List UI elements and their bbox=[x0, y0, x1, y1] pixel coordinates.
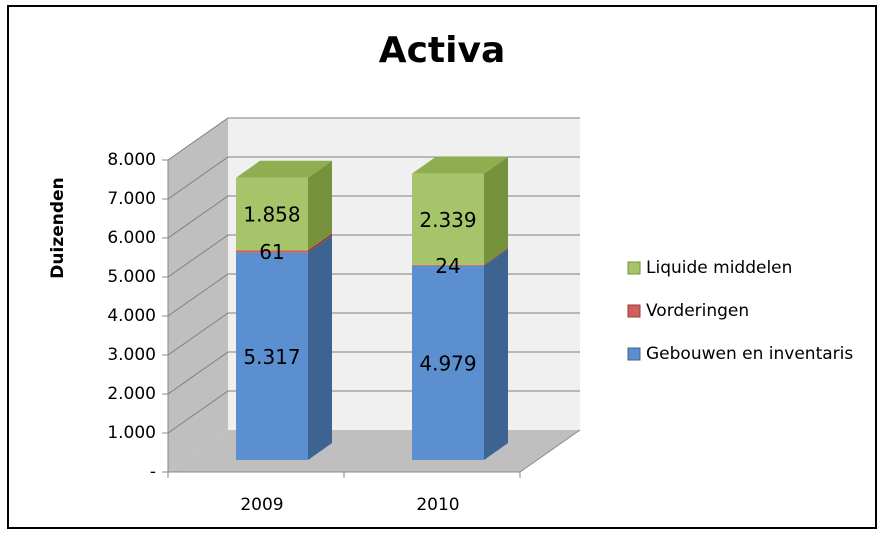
y-tick-label: 7.000 bbox=[107, 189, 156, 209]
x-tick-label: 2009 bbox=[240, 495, 283, 515]
bar-segment bbox=[412, 264, 484, 266]
value-label: 61 bbox=[259, 240, 284, 264]
grid-line bbox=[167, 117, 580, 161]
bar-side bbox=[308, 233, 332, 253]
bar-side bbox=[308, 160, 332, 251]
legend-label: Gebouwen en inventaris bbox=[646, 344, 853, 364]
value-label: 2.339 bbox=[419, 208, 476, 232]
legend-label: Vorderingen bbox=[646, 301, 749, 321]
bar-segment bbox=[236, 252, 308, 460]
floor-edge bbox=[519, 429, 581, 473]
bar-segment bbox=[412, 265, 484, 460]
bar-segment bbox=[236, 250, 308, 253]
value-label: 4.979 bbox=[419, 351, 476, 375]
bar-segment bbox=[412, 173, 484, 265]
bar-side bbox=[484, 156, 508, 265]
y-tick-label: 1.000 bbox=[107, 423, 156, 443]
legend-swatch bbox=[627, 261, 641, 275]
value-label: 24 bbox=[435, 254, 460, 278]
y-axis-label: Duizenden bbox=[48, 177, 68, 278]
bar-segment bbox=[236, 177, 308, 251]
bar-side bbox=[308, 235, 332, 460]
chart-title: Activa bbox=[379, 30, 506, 71]
floor bbox=[168, 430, 580, 472]
y-tick-label: 4.000 bbox=[107, 306, 156, 326]
y-tick-label: 5.000 bbox=[107, 267, 156, 287]
legend-swatch bbox=[627, 304, 641, 318]
y-tick-label: 6.000 bbox=[107, 228, 156, 248]
bar-top bbox=[412, 156, 508, 174]
y-tick-label: 3.000 bbox=[107, 345, 156, 365]
y-tick-label: 8.000 bbox=[107, 150, 156, 170]
bar-side bbox=[484, 248, 508, 460]
legend-swatch bbox=[627, 347, 641, 361]
bar-top bbox=[236, 160, 332, 178]
bar-side bbox=[484, 247, 508, 266]
value-label: 5.317 bbox=[243, 345, 300, 369]
legend-label: Liquide middelen bbox=[646, 258, 792, 278]
y-tick-label: - bbox=[150, 462, 156, 482]
value-label: 1.858 bbox=[243, 203, 300, 227]
y-tick-label: 2.000 bbox=[107, 384, 156, 404]
x-tick-label: 2010 bbox=[416, 495, 459, 515]
